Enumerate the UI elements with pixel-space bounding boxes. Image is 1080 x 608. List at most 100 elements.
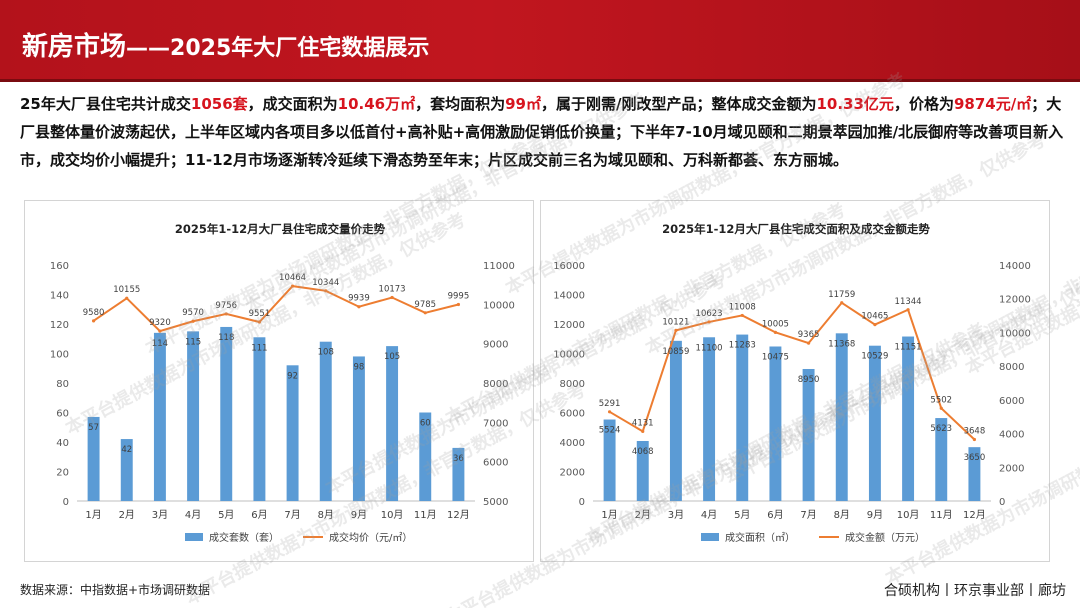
bar (902, 336, 915, 501)
line-data-label: 10121 (662, 317, 689, 327)
chart-area-amount: 2025年1-12月大厂县住宅成交面积及成交金额走势 0 2000 4000 6000 8… (553, 222, 1031, 544)
bar (452, 447, 465, 501)
y-right-tick-label: 7000 (483, 418, 508, 429)
bar (736, 334, 749, 501)
summary-highlight: 10.46万㎡ (337, 95, 416, 113)
bar-data-label: 118 (218, 333, 234, 343)
x-tick-label: 4月 (185, 509, 201, 521)
header-banner: 新房市场——2025年大厂住宅数据展示 (0, 0, 1080, 82)
bar (802, 368, 815, 501)
bar (419, 412, 432, 501)
bar-data-label: 8950 (798, 375, 820, 385)
y-right-tick-label: 11000 (483, 261, 515, 272)
line-data-label: 9570 (182, 308, 204, 318)
bar (835, 333, 848, 501)
line-point (357, 305, 361, 309)
line-point (91, 319, 96, 323)
bar-data-label: 60 (420, 419, 431, 429)
x-tick-label: 12月 (963, 509, 986, 521)
line-point (641, 429, 645, 433)
x-tick-label: 8月 (834, 509, 850, 521)
data-source: 数据来源：中指数据+市场调研数据 (20, 583, 211, 597)
summary-text: ，属于刚需/刚改型产品；整体成交金额为 (541, 95, 817, 113)
bar-data-label: 10475 (762, 352, 789, 362)
organization-label: 合硕机构丨环京事业部丨廊坊 (884, 583, 1066, 599)
x-tick-label: 5月 (734, 509, 750, 521)
bar (286, 365, 299, 501)
line-data-label: 10623 (696, 309, 723, 319)
bar-data-label: 92 (287, 371, 298, 381)
y-left-tick-label: 160 (50, 261, 69, 272)
line-data-label: 5502 (930, 395, 952, 405)
x-tick-label: 6月 (767, 509, 783, 521)
y-left-tick-label: 100 (50, 350, 69, 361)
line-data-label: 9320 (149, 318, 171, 328)
line-data-label: 11344 (895, 297, 922, 307)
chart-volume-price: 2025年1-12月大厂县住宅成交量价走势 0 20 40 60 80 100 120 140 1… (50, 222, 515, 544)
y-right-tick-label: 12000 (999, 295, 1031, 306)
bar-data-label: 11368 (828, 339, 855, 349)
summary-text: ，套均面积为 (415, 95, 506, 113)
bar (120, 439, 133, 501)
x-tick-label: 7月 (800, 509, 816, 521)
x-tick-label: 7月 (284, 509, 300, 521)
y-right-tick-label: 10000 (483, 300, 515, 311)
x-tick-label: 8月 (318, 509, 334, 521)
y-left-tick-label: 60 (56, 409, 69, 420)
bar-data-label: 11100 (696, 343, 723, 353)
y-right-tick-label: 4000 (999, 430, 1024, 441)
line-data-label: 10173 (379, 285, 406, 295)
bar (386, 346, 399, 501)
bar-data-label: 98 (354, 362, 365, 372)
y-left-tick-label: 120 (50, 320, 69, 331)
summary-text: 25年大厂县住宅共计成交 (20, 95, 191, 113)
page-title-main: 新房市场 (22, 32, 127, 62)
x-tick-label: 5月 (218, 509, 234, 521)
line-data-label: 11008 (729, 302, 756, 312)
bar-data-label: 105 (384, 352, 400, 362)
line-point (674, 328, 678, 332)
y-left-tick-label: 2000 (560, 468, 585, 479)
line-point (773, 330, 778, 334)
line-data-label: 10155 (113, 285, 140, 295)
line-data-label: 9995 (448, 292, 470, 302)
x-tick-label: 1月 (85, 509, 101, 521)
x-tick-label: 6月 (251, 509, 267, 521)
bar-data-label: 111 (251, 343, 267, 353)
line-data-label: 10005 (762, 319, 789, 329)
x-tick-label: 9月 (867, 509, 883, 521)
line-point (840, 301, 844, 305)
x-tick-label: 11月 (414, 509, 437, 521)
line-data-label: 3648 (964, 427, 986, 437)
y-left-tick-label: 80 (56, 379, 69, 390)
y-left-tick-label: 14000 (553, 291, 585, 302)
summary-paragraph: 25年大厂县住宅共计成交1056套，成交面积为10.46万㎡，套均面积为99㎡，… (20, 90, 1068, 174)
bar-data-label: 115 (185, 337, 201, 347)
chart-title: 2025年1-12月大厂县住宅成交量价走势 (175, 222, 386, 236)
summary-highlight: 9874元/㎡ (953, 95, 1032, 113)
x-tick-label: 3月 (668, 509, 684, 521)
line-point (290, 284, 295, 288)
x-tick-label: 10月 (381, 509, 404, 521)
bar (319, 341, 332, 501)
y-left-tick-label: 0 (63, 497, 69, 508)
line-point (191, 319, 195, 323)
bar (87, 416, 100, 501)
line-data-label: 11759 (828, 290, 855, 300)
x-tick-label: 9月 (351, 509, 367, 521)
bar (603, 419, 616, 501)
line-point (390, 295, 394, 300)
y-left-tick-label: 140 (50, 291, 69, 302)
line-point (939, 406, 943, 410)
line-data-label: 5291 (599, 399, 621, 409)
bar-data-label: 10859 (662, 347, 689, 357)
line-point (324, 289, 328, 293)
x-tick-label: 11月 (930, 509, 953, 521)
legend-label: 成交均价（元/㎡） (329, 531, 412, 544)
line-point (740, 313, 744, 318)
y-right-tick-label: 8000 (999, 362, 1024, 373)
x-tick-label: 12月 (447, 509, 470, 521)
line-data-label: 4131 (632, 418, 654, 428)
bar (253, 337, 266, 501)
line-data-label: 10344 (312, 278, 339, 288)
